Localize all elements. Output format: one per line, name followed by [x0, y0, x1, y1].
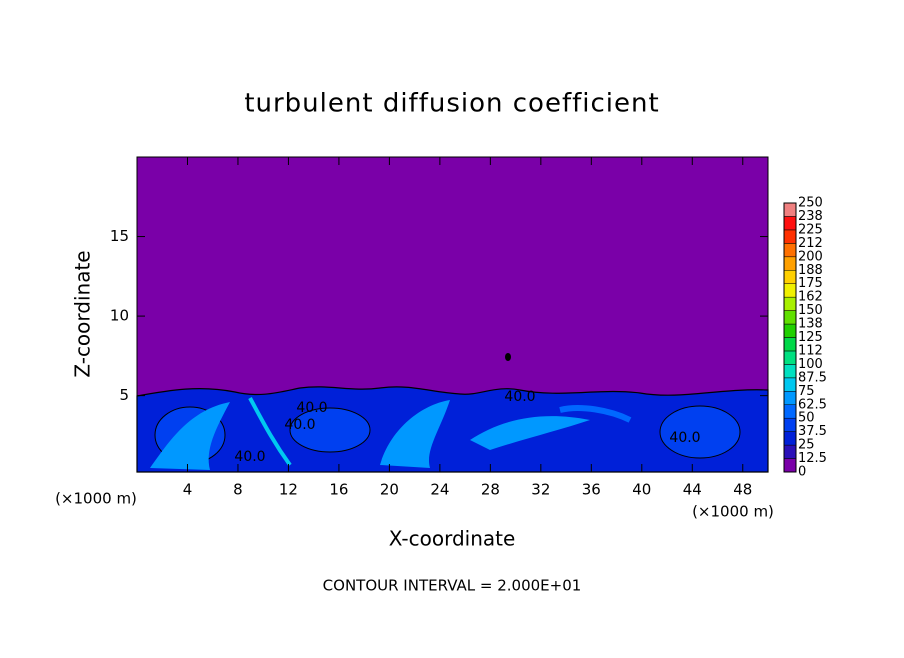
colorbar-swatch: [783, 444, 797, 459]
x-tick-label: 28: [481, 481, 500, 499]
x-tick-label: 12: [279, 481, 298, 499]
field-region: [289, 407, 371, 453]
colorbar-swatch: [783, 377, 797, 392]
colorbar-label: 225: [798, 222, 823, 237]
y-axis-label: Z-coordinate: [71, 250, 95, 377]
x-unit-label: (×1000 m): [55, 490, 137, 508]
colorbar-swatch: [783, 270, 797, 284]
colorbar-label: 188: [798, 263, 823, 278]
colorbar-label: 25: [798, 438, 815, 453]
x-tick-label: 40: [632, 481, 651, 499]
colorbar-swatch: [783, 458, 797, 473]
colorbar-swatch: [783, 404, 797, 419]
colorbar-label: 37.5: [798, 424, 827, 439]
colorbar-label: 50: [798, 411, 815, 426]
colorbar-swatch: [783, 323, 797, 338]
colorbar-swatch: [783, 417, 797, 432]
contour-label: 40.0: [504, 389, 535, 405]
colorbar-label: 175: [798, 276, 823, 291]
field-region: [248, 397, 292, 467]
colorbar-swatch: [783, 337, 797, 352]
contour-label: 40.0: [669, 430, 700, 446]
field-spot: [505, 353, 511, 361]
colorbar-frame: [783, 202, 797, 473]
footer-note: CONTOUR INTERVAL = 2.000E+01: [323, 577, 582, 595]
plot-frame: [136, 156, 769, 473]
colorbar-label: 0: [798, 465, 806, 480]
field-region: [659, 405, 741, 459]
x-unit-label: (×1000 m): [692, 503, 774, 521]
x-tick-label: 8: [233, 481, 243, 499]
x-tick-label: 16: [329, 481, 348, 499]
x-tick-label: 4: [183, 481, 193, 499]
contour-label: 40.0: [284, 417, 315, 433]
chart-title: turbulent diffusion coefficient: [244, 89, 659, 119]
colorbar-swatch: [783, 431, 797, 446]
colorbar-label: 150: [798, 303, 823, 318]
colorbar-label: 125: [798, 330, 823, 345]
colorbar-swatch: [783, 229, 797, 244]
colorbar-swatch: [783, 310, 797, 325]
colorbar-swatch: [783, 350, 797, 365]
colorbar-swatch: [783, 283, 797, 298]
colorbar-label: 75: [798, 384, 815, 399]
colorbar-label: 87.5: [798, 370, 827, 385]
colorbar-label: 250: [798, 196, 823, 211]
contour-label: 40.0: [296, 400, 327, 416]
y-tick-label: 5: [119, 386, 129, 404]
colorbar-label: 100: [798, 357, 823, 372]
x-tick-label: 48: [733, 481, 752, 499]
x-tick-label: 24: [430, 481, 449, 499]
colorbar-swatch: [783, 296, 797, 311]
colorbar-label: 212: [798, 236, 823, 251]
colorbar-label: 62.5: [798, 397, 827, 412]
colorbar-label: 200: [798, 249, 823, 264]
colorbar-label: 112: [798, 343, 823, 358]
x-tick-label: 44: [683, 481, 702, 499]
colorbar-label: 138: [798, 317, 823, 332]
contour-label: 40.0: [234, 449, 265, 465]
field-region: [380, 400, 450, 468]
field-region: [136, 386, 769, 473]
field-region: [559, 405, 632, 423]
colorbar-label: 162: [798, 290, 823, 305]
field-region: [150, 402, 230, 470]
y-tick-label: 15: [110, 227, 129, 245]
x-tick-label: 36: [582, 481, 601, 499]
colorbar-swatch: [783, 256, 797, 271]
colorbar-swatch: [783, 364, 797, 379]
colorbar-swatch: [783, 391, 797, 405]
colorbar-label: 238: [798, 209, 823, 224]
colorbar-swatch: [783, 243, 797, 258]
x-tick-label: 20: [380, 481, 399, 499]
colorbar-swatch: [783, 216, 797, 231]
field-region: [470, 416, 590, 450]
colorbar-label: 12.5: [798, 451, 827, 466]
contour-field: [136, 157, 769, 473]
colorbar-swatch: [783, 202, 797, 217]
x-axis-label: X-coordinate: [389, 527, 516, 551]
y-tick-label: 10: [110, 307, 129, 325]
x-tick-label: 32: [531, 481, 550, 499]
